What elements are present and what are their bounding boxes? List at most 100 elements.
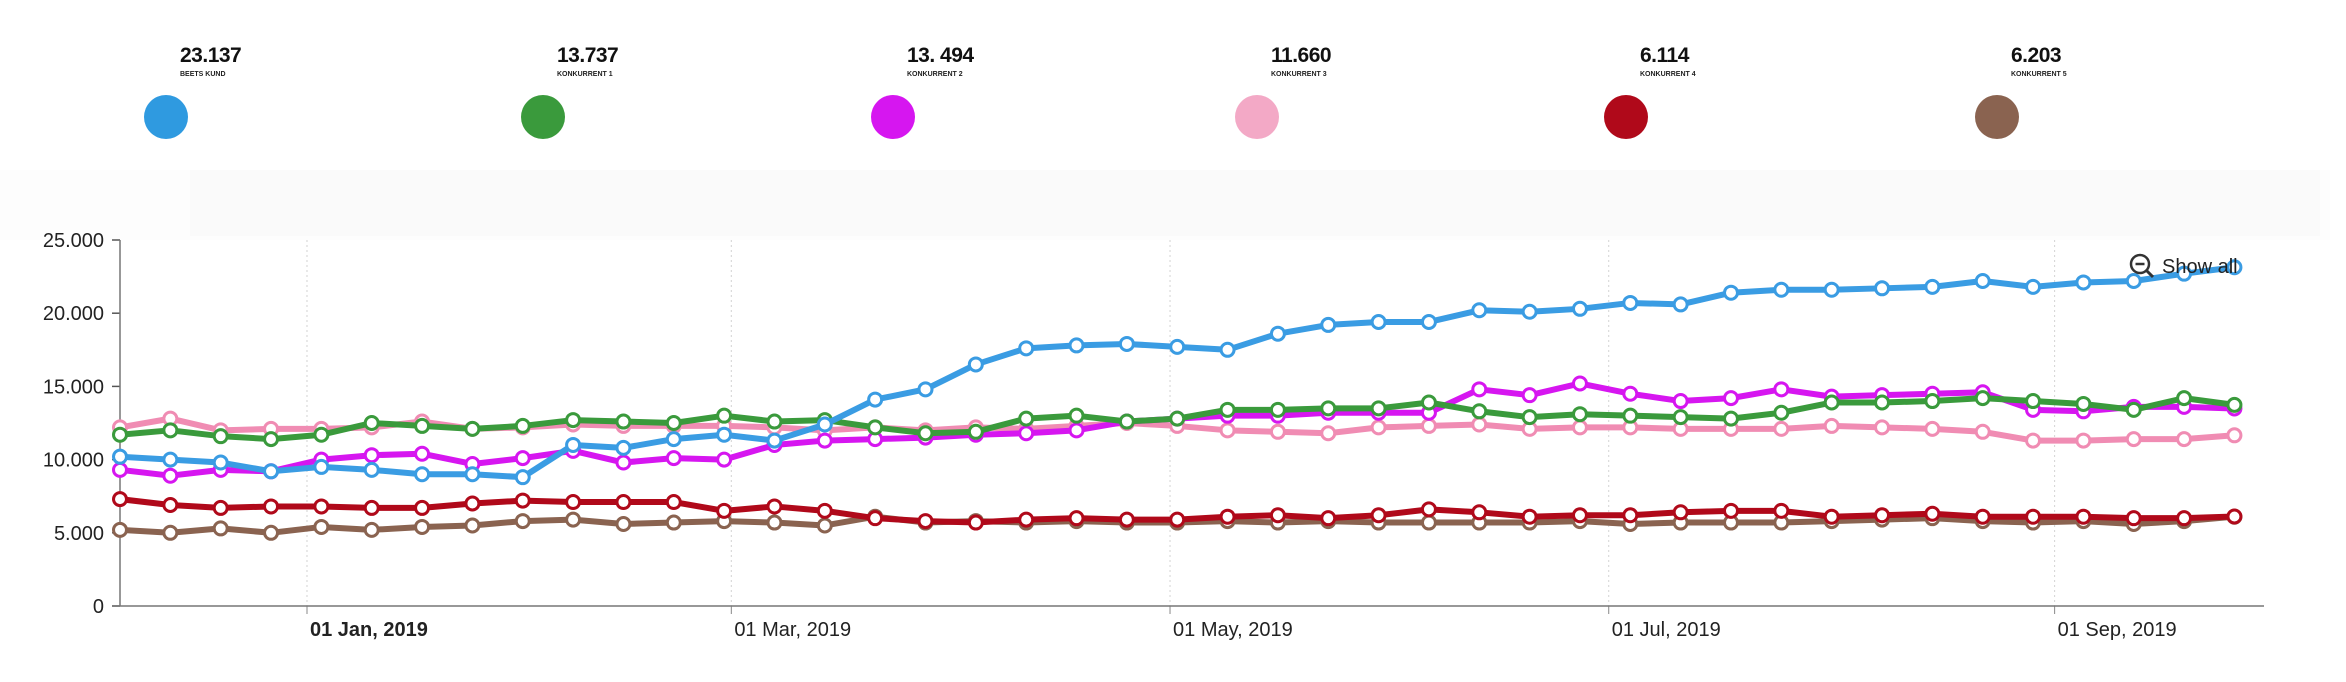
data-point bbox=[665, 514, 682, 531]
show-all-button[interactable]: Show all bbox=[2128, 252, 2238, 282]
legend-label: KONKURRENT 4 bbox=[1640, 71, 1696, 78]
data-point bbox=[1219, 401, 1236, 418]
data-point bbox=[1118, 413, 1135, 430]
data-point bbox=[917, 381, 934, 398]
data-point bbox=[1672, 296, 1689, 313]
series-legend: 23.137 BEETS KUND 13.737 KONKURRENT 1 13… bbox=[0, 0, 2346, 160]
data-point bbox=[1068, 510, 1085, 527]
data-point bbox=[1974, 508, 1991, 525]
data-point bbox=[1370, 313, 1387, 330]
data-point bbox=[1521, 409, 1538, 426]
data-point bbox=[766, 432, 783, 449]
data-point bbox=[2025, 393, 2042, 410]
y-tick-label: 5.000 bbox=[54, 523, 104, 545]
data-point bbox=[1269, 507, 1286, 524]
data-point bbox=[917, 425, 934, 442]
data-point bbox=[2125, 510, 2142, 527]
data-point bbox=[867, 510, 884, 527]
data-point bbox=[1722, 390, 1739, 407]
data-point bbox=[212, 454, 229, 471]
data-point bbox=[1823, 417, 1840, 434]
legend-item-konkurrent-5[interactable]: 6.203 KONKURRENT 5 bbox=[1975, 44, 2251, 154]
data-point bbox=[2075, 274, 2092, 291]
legend-color-dot bbox=[1604, 95, 1648, 139]
data-point bbox=[967, 423, 984, 440]
legend-value: 13.737 bbox=[557, 44, 619, 67]
legend-label: KONKURRENT 2 bbox=[907, 71, 963, 78]
data-point bbox=[1471, 302, 1488, 319]
data-point bbox=[1370, 400, 1387, 417]
x-tick-label: 01 Jan, 2019 bbox=[310, 619, 428, 641]
data-point bbox=[2075, 395, 2092, 412]
data-point bbox=[816, 432, 833, 449]
data-point bbox=[1219, 508, 1236, 525]
data-point bbox=[1722, 284, 1739, 301]
data-point bbox=[615, 494, 632, 511]
data-point bbox=[1471, 403, 1488, 420]
data-point bbox=[1320, 425, 1337, 442]
y-tick-label: 15.000 bbox=[43, 376, 104, 398]
data-point bbox=[1320, 510, 1337, 527]
legend-item-konkurrent-2[interactable]: 13. 494 KONKURRENT 2 bbox=[871, 44, 1147, 154]
data-point bbox=[1471, 416, 1488, 433]
data-point bbox=[162, 467, 179, 484]
data-point bbox=[313, 518, 330, 535]
data-point bbox=[816, 416, 833, 433]
legend-label: KONKURRENT 3 bbox=[1271, 71, 1327, 78]
legend-item-konkurrent-4[interactable]: 6.114 KONKURRENT 4 bbox=[1604, 44, 1880, 154]
data-point bbox=[967, 514, 984, 531]
data-point bbox=[313, 498, 330, 515]
data-point bbox=[2226, 508, 2243, 525]
data-point bbox=[1722, 502, 1739, 519]
data-point bbox=[615, 516, 632, 533]
data-point bbox=[112, 461, 128, 478]
data-point bbox=[1471, 504, 1488, 521]
data-point bbox=[363, 415, 380, 431]
data-point bbox=[1269, 325, 1286, 342]
data-point bbox=[464, 495, 481, 512]
legend-color-dot bbox=[871, 95, 915, 139]
data-point bbox=[1924, 393, 1941, 410]
data-point bbox=[2226, 259, 2243, 276]
legend-item-beets-kund[interactable]: 23.137 BEETS KUND bbox=[144, 44, 420, 154]
data-point bbox=[514, 513, 531, 530]
legend-item-konkurrent-3[interactable]: 11.660 KONKURRENT 3 bbox=[1235, 44, 1511, 154]
data-point bbox=[2226, 427, 2243, 444]
series-konkurrent-4 bbox=[112, 491, 2243, 531]
data-point bbox=[766, 498, 783, 515]
data-point bbox=[263, 524, 280, 541]
data-point bbox=[1018, 340, 1035, 357]
data-point bbox=[1370, 419, 1387, 436]
data-point bbox=[414, 499, 431, 516]
series-line bbox=[117, 264, 2238, 481]
data-point bbox=[313, 458, 330, 475]
data-point bbox=[363, 499, 380, 516]
data-point bbox=[1118, 335, 1135, 352]
data-point bbox=[1571, 300, 1588, 317]
data-point bbox=[1974, 423, 1991, 440]
data-point bbox=[1420, 394, 1437, 411]
data-point bbox=[1320, 400, 1337, 417]
data-point bbox=[2025, 508, 2042, 525]
legend-color-dot bbox=[1235, 95, 1279, 139]
data-point bbox=[1672, 504, 1689, 521]
y-tick-label: 0 bbox=[93, 596, 104, 618]
data-point bbox=[464, 466, 481, 483]
data-point bbox=[1622, 507, 1639, 524]
data-point bbox=[1874, 507, 1891, 524]
legend-value: 13. 494 bbox=[907, 44, 974, 67]
data-point bbox=[464, 420, 481, 437]
legend-label: KONKURRENT 5 bbox=[2011, 71, 2067, 78]
legend-value: 11.660 bbox=[1271, 44, 1332, 67]
data-point bbox=[1219, 422, 1236, 439]
data-point bbox=[1874, 419, 1891, 436]
data-point bbox=[2025, 278, 2042, 295]
legend-color-dot bbox=[521, 95, 565, 139]
data-point bbox=[1571, 507, 1588, 524]
data-point bbox=[1924, 420, 1941, 437]
legend-item-konkurrent-1[interactable]: 13.737 KONKURRENT 1 bbox=[521, 44, 797, 154]
data-point bbox=[2025, 432, 2042, 449]
data-point bbox=[1521, 387, 1538, 404]
x-tick-label: 01 Jul, 2019 bbox=[1612, 619, 1721, 641]
data-point bbox=[1471, 381, 1488, 398]
